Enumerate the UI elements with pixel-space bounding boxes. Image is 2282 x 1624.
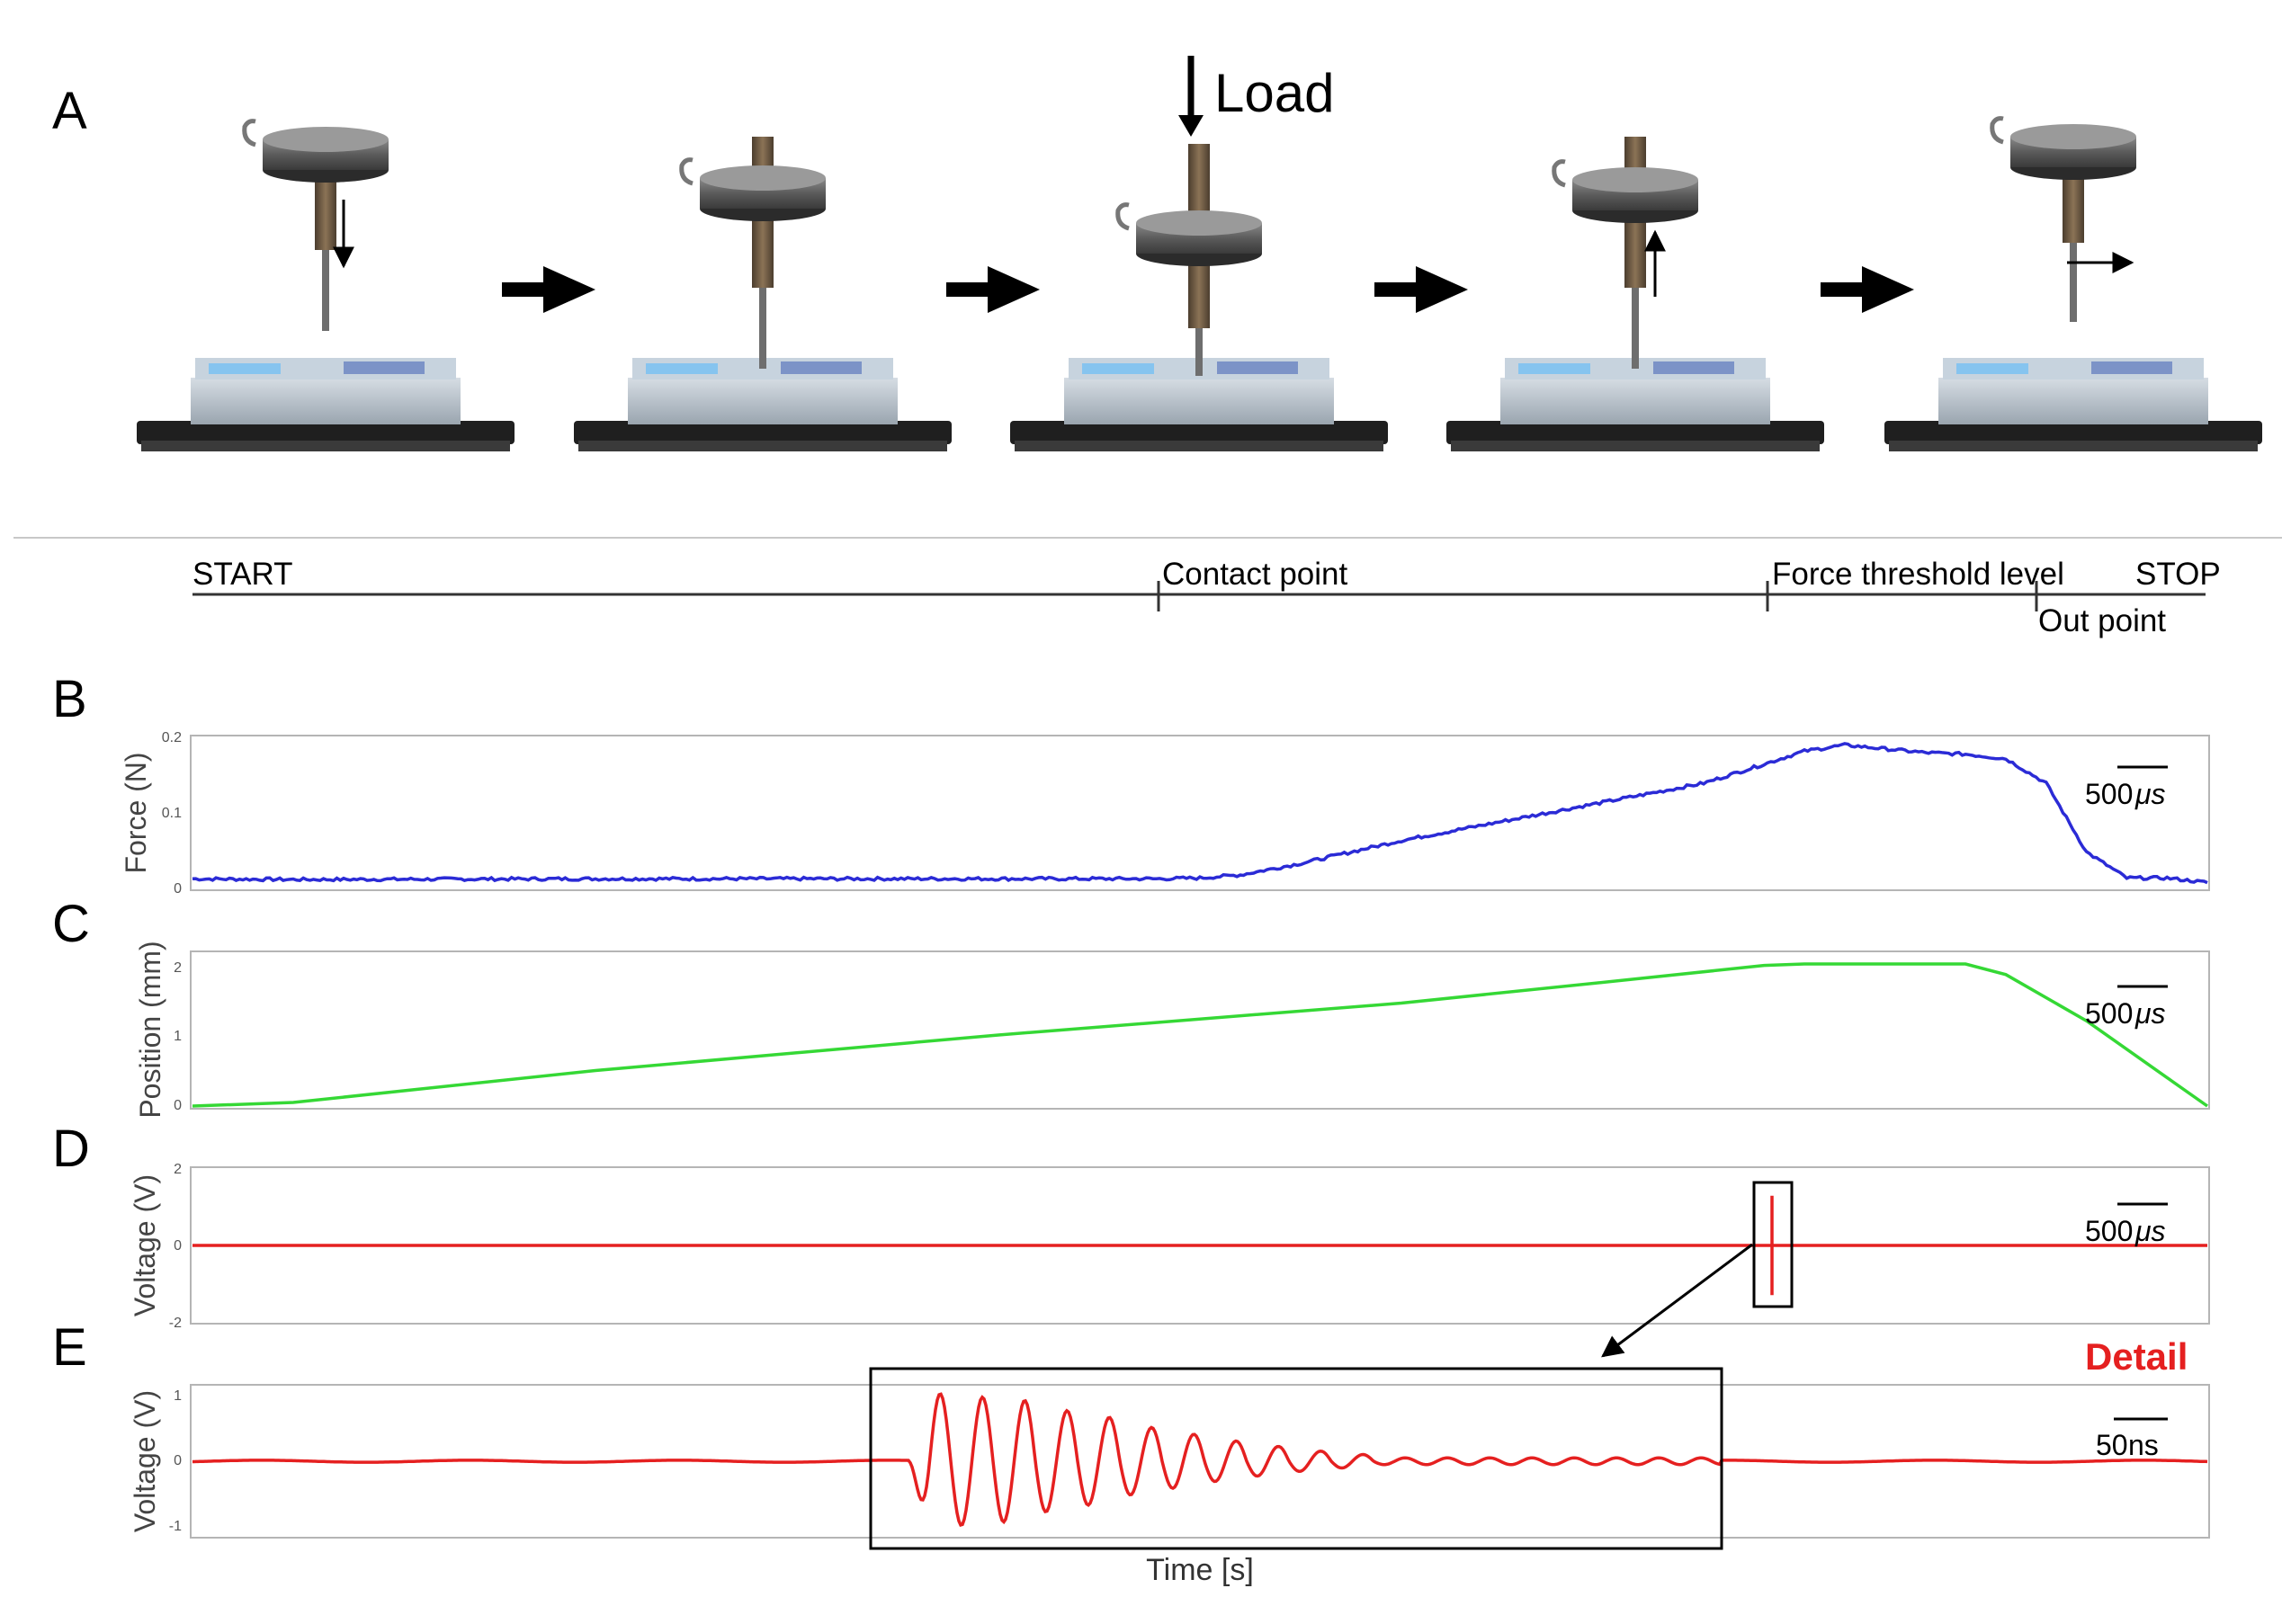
svg-text:μs: μs (2134, 997, 2166, 1030)
voltage-trace-e (192, 1392, 2208, 1528)
scale-bar-c: 500 μs (2085, 985, 2168, 1030)
voltage-trace-d (192, 1195, 2207, 1296)
ylabel-position: Position (mm) (134, 941, 166, 1118)
load-arrow-icon (1178, 56, 1204, 137)
zoom-arrow-icon (1601, 1243, 1753, 1358)
scale-bar-b: 500 μs (2085, 765, 2168, 810)
probe-loaded-icon (1010, 144, 1388, 451)
svg-text:μs: μs (2134, 1215, 2166, 1247)
load-label: Load (1214, 63, 1334, 123)
ytick-c-top: 2 (174, 960, 182, 976)
ytick-e-mid: 0 (174, 1453, 182, 1468)
ytick-b-bot: 0 (174, 881, 182, 897)
xlabel: Time [s] (1146, 1553, 1254, 1587)
panel-letter-a: A (52, 82, 87, 140)
stage-illustrations (137, 116, 2262, 451)
svg-text:500: 500 (2085, 997, 2133, 1030)
process-arrow-icon (946, 266, 1040, 313)
spike-highlight-box (1752, 1181, 1794, 1308)
panel-letter-b: B (52, 670, 87, 728)
svg-text:50: 50 (2096, 1429, 2128, 1461)
timeline-start-label: START (192, 557, 293, 592)
detail-label: Detail (2085, 1335, 2188, 1378)
process-arrow-icon (1821, 266, 1914, 313)
svg-text:500: 500 (2085, 778, 2133, 810)
probe-lowered-icon (574, 137, 952, 451)
probe-rise-icon (1446, 137, 1824, 451)
panel-letter-e: E (52, 1318, 87, 1377)
scale-bar-d: 500 μs (2085, 1202, 2168, 1247)
ylabel-voltage-e: Voltage (V) (129, 1390, 161, 1532)
chart-frame-e (190, 1384, 2210, 1539)
timeline-stop-label: STOP (2135, 557, 2221, 592)
ytick-e-bot: -1 (169, 1519, 182, 1534)
ytick-c-bot: 0 (174, 1098, 182, 1113)
ytick-b-top: 0.2 (162, 730, 182, 745)
ytick-d-top: 2 (174, 1162, 182, 1177)
ytick-d-mid: 0 (174, 1238, 182, 1254)
ytick-c-mid: 1 (174, 1029, 182, 1044)
timeline (192, 581, 2206, 611)
timeline-out-label: Out point (2038, 603, 2166, 638)
timeline-threshold-label: Force threshold level (1772, 557, 2064, 592)
process-arrow-icon (502, 266, 595, 313)
svg-text:μs: μs (2134, 778, 2166, 810)
timeline-contact-label: Contact point (1162, 557, 1348, 592)
ytick-e-top: 1 (174, 1388, 182, 1404)
force-trace (192, 742, 2208, 885)
chart-frame-b (190, 735, 2210, 891)
svg-text:500: 500 (2085, 1215, 2133, 1247)
panel-letter-d: D (52, 1120, 90, 1178)
position-trace (192, 962, 2209, 1108)
ytick-d-bot: -2 (169, 1316, 182, 1331)
svg-text:ns: ns (2128, 1429, 2159, 1461)
burst-highlight-box (869, 1367, 1723, 1550)
probe-descend-icon (137, 119, 515, 451)
process-arrow-icon (1374, 266, 1468, 313)
ytick-b-mid: 0.1 (162, 806, 182, 821)
probe-move-out-icon (1884, 116, 2262, 451)
panel-letter-c: C (52, 895, 90, 953)
ylabel-force: Force (N) (120, 752, 152, 873)
ylabel-voltage-d: Voltage (V) (129, 1174, 161, 1316)
scale-bar-e: 50 ns (2096, 1417, 2168, 1461)
chart-frame-c (190, 950, 2210, 1110)
chart-frame-d (190, 1166, 2210, 1325)
